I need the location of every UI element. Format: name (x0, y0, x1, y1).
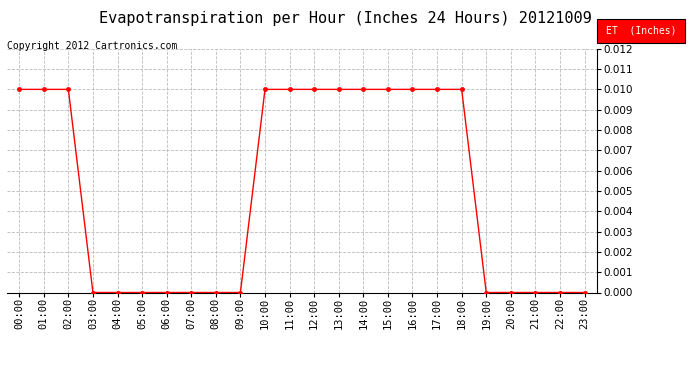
Text: Evapotranspiration per Hour (Inches 24 Hours) 20121009: Evapotranspiration per Hour (Inches 24 H… (99, 11, 591, 26)
Text: ET  (Inches): ET (Inches) (606, 26, 676, 36)
Text: Copyright 2012 Cartronics.com: Copyright 2012 Cartronics.com (7, 41, 177, 51)
